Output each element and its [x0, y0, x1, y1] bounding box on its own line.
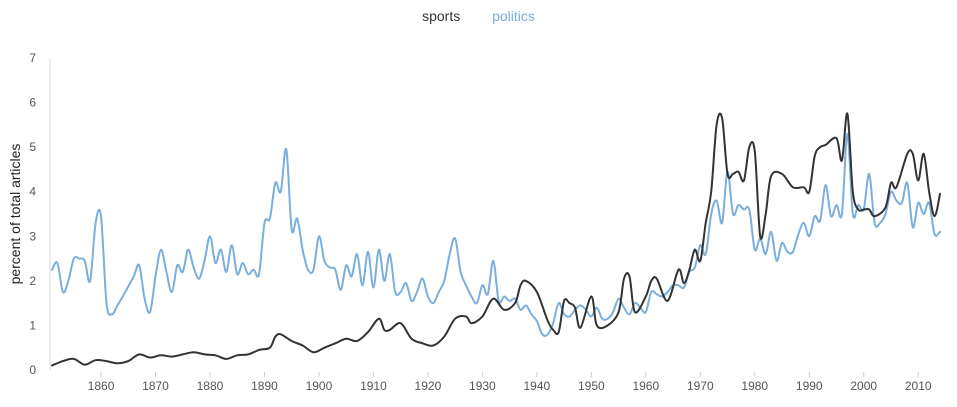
x-tick-label: 1880: [197, 379, 224, 393]
x-tick-label: 2010: [905, 379, 932, 393]
x-tick-label: 2000: [850, 379, 877, 393]
x-tick-label: 1900: [306, 379, 333, 393]
y-tick-label: 1: [29, 318, 36, 332]
y-tick-label: 5: [29, 140, 36, 154]
x-tick-label: 1960: [632, 379, 659, 393]
y-tick-label: 7: [29, 51, 36, 65]
y-axis-ticks: 0 1 2 3 4 5 6 7: [29, 51, 36, 377]
chart-legend: sports politics: [0, 8, 957, 24]
x-tick-label: 1970: [687, 379, 714, 393]
y-tick-label: 4: [29, 185, 36, 199]
series-layer: [51, 112, 941, 367]
legend-item-politics[interactable]: politics: [492, 8, 535, 24]
y-tick-label: 2: [29, 274, 36, 288]
legend-item-sports[interactable]: sports: [422, 8, 461, 24]
x-tick-label: 1940: [524, 379, 551, 393]
series-line-sports[interactable]: [51, 112, 941, 367]
x-tick-label: 1870: [142, 379, 169, 393]
y-tick-label: 6: [29, 96, 36, 110]
y-axis-label: percent of total articles: [7, 144, 23, 285]
y-tick-label: 0: [29, 363, 36, 377]
y-tick-label: 3: [29, 229, 36, 243]
x-axis-ticks: 1860 1870 1880 1890 1900 1910 1920 1930 1940 1950…: [88, 372, 932, 393]
x-tick-label: 1990: [796, 379, 823, 393]
x-tick-label: 1920: [415, 379, 442, 393]
x-tick-label: 1890: [251, 379, 278, 393]
x-tick-label: 1950: [578, 379, 605, 393]
series-line-politics[interactable]: [51, 132, 941, 337]
x-tick-label: 1930: [469, 379, 496, 393]
x-tick-label: 1910: [360, 379, 387, 393]
x-tick-label: 1860: [88, 379, 115, 393]
x-tick-label: 1980: [741, 379, 768, 393]
